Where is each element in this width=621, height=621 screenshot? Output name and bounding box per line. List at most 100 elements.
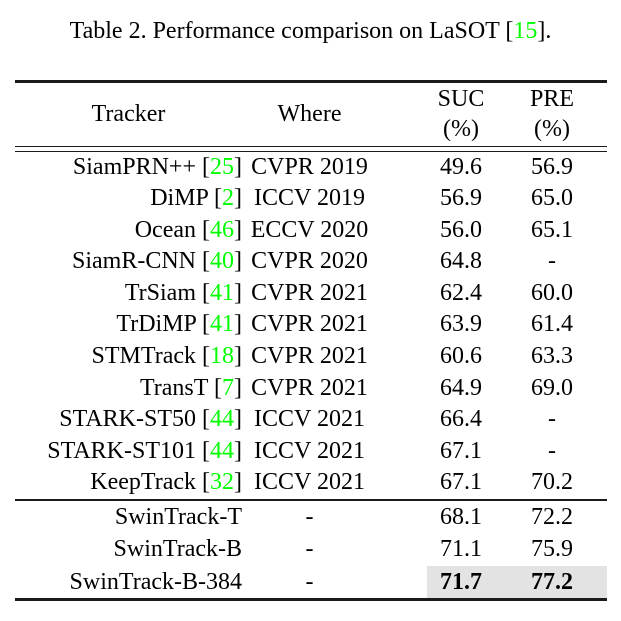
where-cell: - [305,536,314,563]
citation-link[interactable]: 7 [222,374,234,401]
tracker-name: SwinTrack-B [113,536,242,563]
pre-value: 72.2 [531,503,573,530]
caption-bracket-open: [ [505,18,514,44]
pre-value: 65.0 [531,185,573,212]
citation-link[interactable]: 41 [210,311,234,338]
citation-link[interactable]: 46 [210,216,234,243]
ours-rows-section: SwinTrack-T - 68.1 72.2 SwinTrack-B - 71.1 75.9… [15,501,607,599]
suc-value: 64.8 [440,248,482,275]
comparison-rows-section: SiamPRN++ [25] CVPR 2019 49.6 56.9 DiMP [2] I… [15,152,607,500]
citation-bracket-open: [ [196,437,210,464]
where-cell: ICCV 2019 [254,185,365,212]
tracker-cell: SiamPRN++ [25] [15,152,242,184]
citation-link[interactable]: 44 [210,437,234,464]
pre-value: 61.4 [531,311,573,338]
header-where: Where [277,100,342,127]
where-cell: ECCV 2020 [250,216,369,243]
citation-link[interactable]: 25 [210,153,234,180]
citation-bracket-open: [ [196,469,210,496]
tracker-cell: SwinTrack-B [15,533,242,566]
tracker-cell: SiamR-CNN [40] [15,246,242,278]
tracker-name: KeepTrack [90,469,196,496]
citation-bracket-open: [ [196,216,210,243]
citation-bracket-open: [ [196,406,210,433]
suc-value: 67.1 [440,437,482,464]
citation-bracket-close: ] [234,374,242,401]
where-cell: - [305,568,314,595]
table-row: TrDiMP [41] CVPR 2021 63.9 61.4 [15,309,607,341]
citation-bracket-close: ] [234,469,242,496]
tracker-cell: TrDiMP [41] [15,309,242,341]
table-top-rule [15,80,607,83]
tracker-name: SiamR-CNN [71,248,196,275]
caption-bracket-close: ]. [537,18,552,44]
tracker-cell: Ocean [46] [15,215,242,247]
tracker-name: STARK-ST50 [59,406,196,433]
suc-value: 66.4 [440,406,482,433]
citation-link[interactable]: 41 [210,279,234,306]
header-suc-label: SUC [437,86,485,112]
pre-value: 65.1 [531,216,573,243]
caption-citation-link[interactable]: 15 [513,18,538,44]
citation-bracket-open: [ [208,185,222,212]
header-suc-unit: (%) [443,116,479,142]
where-cell: - [305,503,314,530]
pre-value: 63.3 [531,343,573,370]
caption-text: Table 2. Performance comparison on LaSOT [69,18,506,44]
table-row: STARK-ST101 [44] ICCV 2021 67.1 - [15,436,607,468]
table-row: STARK-ST50 [44] ICCV 2021 66.4 - [15,404,607,436]
table-row: Ocean [46] ECCV 2020 56.0 65.1 [15,215,607,247]
tracker-name: SwinTrack-T [114,503,242,530]
pre-value: 56.9 [531,153,573,180]
header-tracker: Tracker [91,100,166,127]
suc-value: 62.4 [440,279,482,306]
tracker-name: DiMP [150,185,208,212]
citation-bracket-open: [ [196,279,210,306]
ours-separator-rule [15,499,607,501]
citation-bracket-open: [ [196,248,210,275]
tracker-cell: STARK-ST50 [44] [15,404,242,436]
suc-value: 67.1 [440,469,482,496]
citation-bracket-close: ] [234,437,242,464]
where-cell: CVPR 2020 [251,248,368,275]
citation-bracket-open: [ [208,374,222,401]
tracker-name: TransT [139,374,208,401]
tracker-cell: TransT [7] [15,373,242,405]
header-double-rule [15,145,607,152]
citation-link[interactable]: 18 [210,343,234,370]
pre-value: 77.2 [507,565,607,599]
citation-bracket-open: [ [196,153,210,180]
tracker-cell: TrSiam [41] [15,278,242,310]
table-header-row: Tracker Where SUC (%) PRE (%) [15,83,607,146]
citation-bracket-close: ] [234,311,242,338]
pre-value: 60.0 [531,279,573,306]
citation-link[interactable]: 32 [210,469,234,496]
pre-value: 69.0 [531,374,573,401]
pre-value: 70.2 [531,469,573,496]
suc-value: 60.6 [440,343,482,370]
where-cell: CVPR 2021 [251,311,368,338]
tracker-cell: STARK-ST101 [44] [15,436,242,468]
suc-value: 64.9 [440,374,482,401]
tracker-cell: DiMP [2] [15,183,242,215]
citation-bracket-close: ] [234,279,242,306]
where-cell: ICCV 2021 [254,406,365,433]
tracker-cell: KeepTrack [32] [15,467,242,499]
table-row: TransT [7] CVPR 2021 64.9 69.0 [15,373,607,405]
table-row: KeepTrack [32] ICCV 2021 67.1 70.2 [15,467,607,499]
suc-value: 71.7 [427,565,507,599]
citation-link[interactable]: 44 [210,406,234,433]
citation-link[interactable]: 40 [210,248,234,275]
suc-value: 56.0 [440,216,482,243]
suc-value: 56.9 [440,185,482,212]
where-cell: CVPR 2021 [251,343,368,370]
tracker-name: Ocean [134,216,196,243]
tracker-name: TrDiMP [116,311,196,338]
header-pre-label: PRE [529,86,574,112]
table-row: SiamR-CNN [40] CVPR 2020 64.8 - [15,246,607,278]
citation-bracket-close: ] [234,248,242,275]
tracker-cell: SwinTrack-T [15,501,242,534]
pre-value: 75.9 [531,536,573,563]
tracker-name: STMTrack [91,343,196,370]
citation-link[interactable]: 2 [222,185,234,212]
